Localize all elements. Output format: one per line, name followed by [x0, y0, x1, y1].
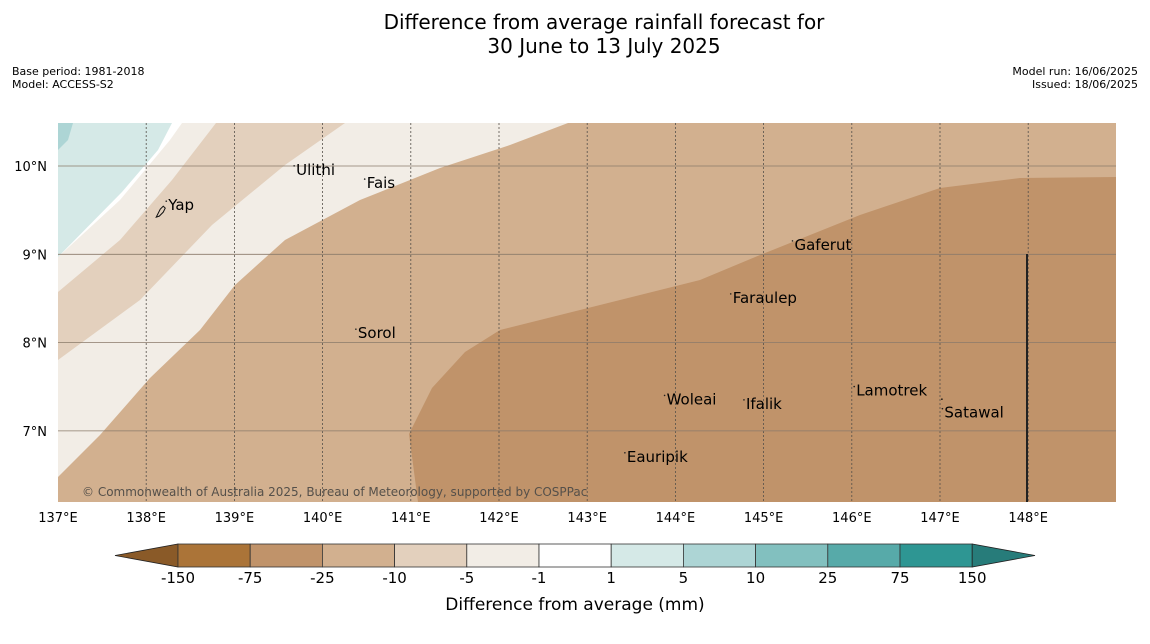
- island-dot: [853, 385, 856, 388]
- colorbar-segment: [394, 543, 468, 568]
- longitude-label: 141°E: [391, 511, 431, 526]
- colorbar-title: Difference from average (mm): [445, 595, 704, 615]
- island-dot: [663, 394, 666, 397]
- map-title: Difference from average rainfall forecas…: [0, 10, 1150, 58]
- region-deep-brown: [409, 177, 1116, 502]
- longitude-label: 144°E: [656, 511, 696, 526]
- place-label: Eauripik: [627, 448, 688, 466]
- longitude-label: 139°E: [215, 511, 255, 526]
- island-dot: [293, 165, 295, 167]
- island-dot: [941, 407, 944, 410]
- place-marker: Woleai: [663, 390, 717, 408]
- colorbar-tick-label: -5: [459, 569, 474, 587]
- colorbar-segment: [899, 543, 973, 568]
- base-period-text: Base period: 1981-2018: [12, 65, 145, 78]
- region-light-teal: [58, 123, 172, 257]
- place-label: Ifalik: [746, 395, 782, 413]
- place-marker: Yap: [155, 196, 194, 219]
- place-marker: Faraulep: [729, 289, 797, 307]
- longitude-label: 143°E: [567, 511, 607, 526]
- model-run-text: Model run: 16/06/2025: [1012, 65, 1138, 78]
- colorbar-segment: [827, 543, 901, 568]
- longitude-label: 142°E: [479, 511, 519, 526]
- longitude-label: 146°E: [832, 511, 872, 526]
- place-label: Sorol: [358, 324, 396, 342]
- colorbar-segment: [755, 543, 829, 568]
- colorbar-tick-label: 150: [958, 569, 987, 587]
- place-marker: Fais: [363, 174, 396, 192]
- longitude-label: 148°E: [1008, 511, 1048, 526]
- colorbar-extend-high: [971, 543, 1036, 568]
- place-marker: Sorol: [355, 324, 396, 342]
- place-marker: Ulithi: [293, 161, 335, 179]
- colorbar-tick-label: -10: [382, 569, 407, 587]
- colorbar: -150 -75 -25 -10 -5 -1 1 5 10 25 75 150 Difference f…: [114, 543, 1036, 615]
- place-label: Ulithi: [296, 161, 335, 179]
- colorbar-tick-label: -150: [161, 569, 195, 587]
- base-info: Base period: 1981-2018 Model: ACCESS-S2: [12, 65, 144, 91]
- longitude-labels: 137°E 138°E 139°E 140°E 141°E 142°E 143°E 144°E…: [38, 511, 1048, 526]
- place-label: Yap: [167, 196, 194, 214]
- place-label: Satawal: [944, 404, 1003, 422]
- region-teal: [58, 123, 73, 150]
- colorbar-tick-label: 10: [746, 569, 765, 587]
- place-marker: Eauripik: [624, 448, 688, 466]
- latitude-label: 7°N: [23, 425, 48, 440]
- longitude-label: 147°E: [920, 511, 960, 526]
- island-dot: [624, 452, 626, 454]
- latitude-labels: 10°N 9°N 8°N 7°N: [14, 160, 47, 440]
- lamotrek-dot: .: [940, 389, 944, 403]
- run-info: Model run: 16/06/2025 Issued: 18/06/2025: [1012, 65, 1138, 91]
- island-dot: [729, 293, 732, 295]
- longitude-label: 145°E: [744, 511, 784, 526]
- issued-text: Issued: 18/06/2025: [1031, 78, 1138, 91]
- title-line-2: 30 June to 13 July 2025: [487, 34, 721, 58]
- colorbar-segment: [610, 543, 684, 568]
- colorbar-segment: [683, 543, 757, 568]
- colorbar-segment: [249, 543, 323, 568]
- place-marker: Lamotrek: [853, 382, 927, 400]
- colorbar-segment: [177, 543, 251, 568]
- place-marker: Satawal: [941, 404, 1004, 422]
- yap-island-outline: [155, 205, 166, 219]
- longitude-label: 137°E: [38, 511, 78, 526]
- island-dot: [355, 328, 357, 330]
- island-dot: [363, 178, 366, 180]
- island-dot: [791, 240, 794, 242]
- colorbar-tick-label: 25: [818, 569, 837, 587]
- longitude-label: 138°E: [126, 511, 166, 526]
- island-dot: [165, 200, 168, 202]
- colorbar-tick-label: 5: [679, 569, 689, 587]
- colorbar-tick-label: -75: [238, 569, 263, 587]
- place-labels: Yap Ulithi Fais Gaferut Faraulep Sorol Lamotre…: [155, 161, 1004, 466]
- place-label: Fais: [367, 174, 396, 192]
- longitude-label: 140°E: [303, 511, 343, 526]
- latitude-label: 9°N: [23, 248, 48, 263]
- latitude-label: 10°N: [14, 160, 47, 175]
- graticule: [58, 123, 1116, 502]
- colorbar-segment: [538, 543, 612, 568]
- copyright-text: © Commonwealth of Australia 2025, Bureau…: [82, 485, 587, 499]
- latitude-label: 8°N: [23, 337, 48, 352]
- island-dot: [743, 399, 745, 401]
- colorbar-segment: [321, 543, 395, 568]
- title-line-1: Difference from average rainfall forecas…: [383, 10, 825, 34]
- colorbar-tick-label: -1: [532, 569, 547, 587]
- colorbar-segment: [466, 543, 540, 568]
- model-text: Model: ACCESS-S2: [12, 78, 114, 91]
- place-marker: Gaferut: [791, 236, 851, 254]
- colorbar-tick-label: 1: [606, 569, 616, 587]
- colorbar-extend-low: [114, 543, 179, 568]
- colorbar-tick-label: 75: [890, 569, 909, 587]
- place-marker: Ifalik: [743, 395, 782, 413]
- place-label: Lamotrek: [856, 382, 927, 400]
- region-pale-band: [58, 123, 345, 360]
- place-label: Woleai: [667, 390, 717, 408]
- place-label: Gaferut: [794, 236, 851, 254]
- place-label: Faraulep: [733, 289, 797, 307]
- colorbar-tick-label: -25: [310, 569, 335, 587]
